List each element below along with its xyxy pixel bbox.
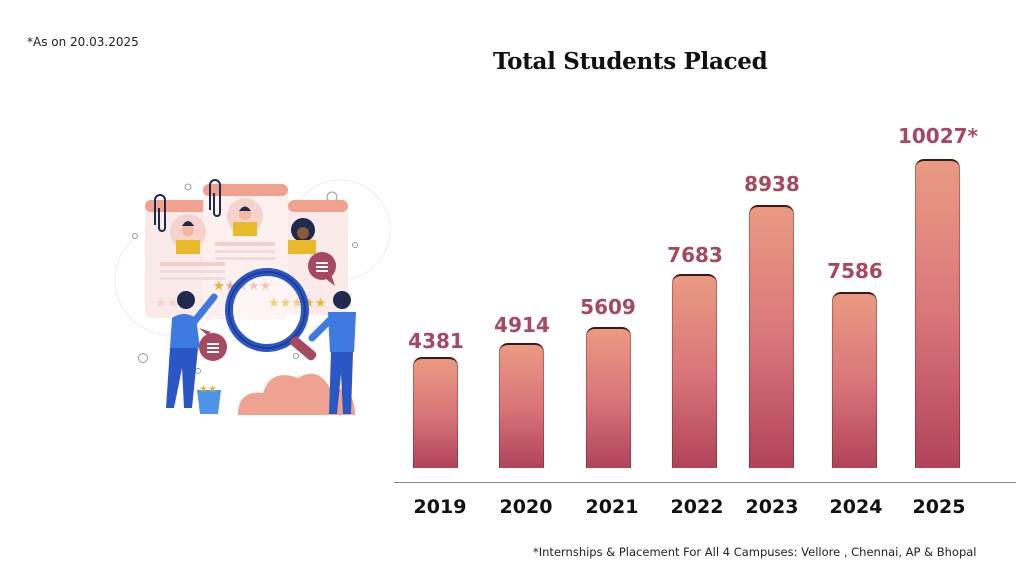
x-tick-2021: 2021 [585, 496, 639, 518]
svg-text:★★: ★★ [199, 384, 217, 395]
bar-2020 [499, 343, 544, 468]
x-tick-2022: 2022 [670, 496, 724, 518]
bar-value-label-2021: 5609 [580, 295, 636, 319]
bar-value-label-2024: 7586 [827, 259, 883, 283]
bar-value-label-2022: 7683 [667, 243, 723, 267]
bar-2024 [832, 292, 877, 468]
x-tick-2020: 2020 [499, 496, 553, 518]
x-tick-2023: 2023 [745, 496, 799, 518]
as-on-date-note: *As on 20.03.2025 [27, 35, 139, 49]
bar-value-label-2019: 4381 [408, 329, 464, 353]
x-axis-line [394, 482, 1016, 483]
bar-value-label-2020: 4914 [494, 313, 550, 337]
bar-2021 [586, 327, 631, 468]
recruitment-illustration-icon: ★★★★★ ★ ★★★★★ ★★★ ★★ [114, 179, 391, 415]
bar-2023 [749, 205, 794, 468]
bar-value-label-2023: 8938 [744, 172, 800, 196]
bar-value-label-2025: 10027* [897, 124, 979, 148]
bar-2025 [915, 159, 960, 468]
chart-title: Total Students Placed [493, 48, 768, 75]
x-tick-2019: 2019 [413, 496, 467, 518]
x-tick-2024: 2024 [829, 496, 883, 518]
x-tick-2025: 2025 [912, 496, 966, 518]
svg-text:★: ★ [213, 279, 225, 294]
bar-2022 [672, 274, 717, 468]
bar-2019 [413, 357, 458, 468]
campuses-footnote: *Internships & Placement For All 4 Campu… [533, 545, 977, 559]
svg-text:★★★★★: ★★★★★ [268, 296, 326, 311]
